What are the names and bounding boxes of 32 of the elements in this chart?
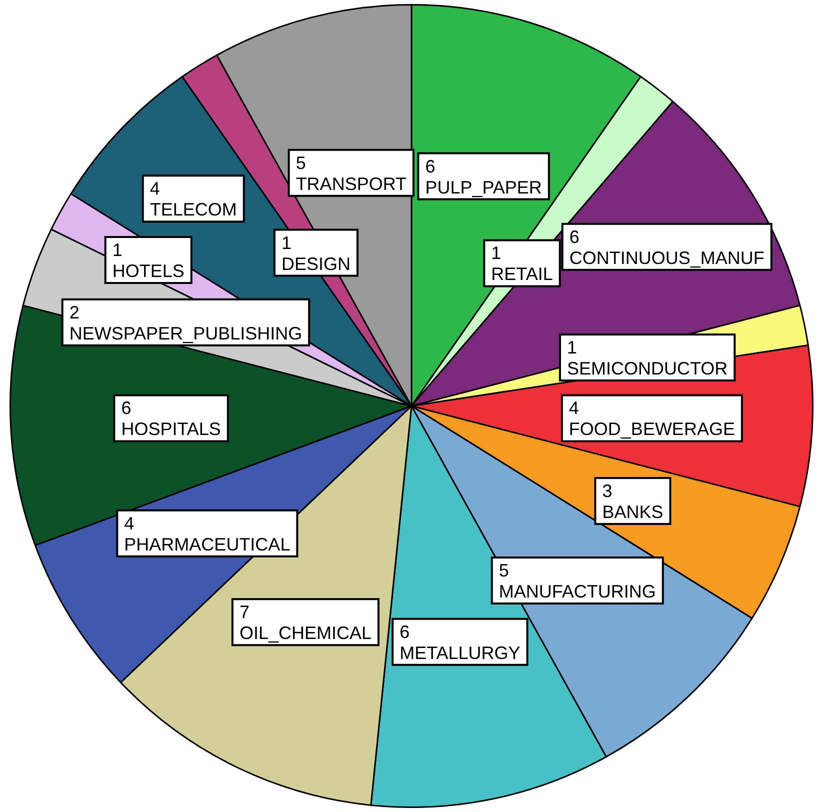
slice-label: BANKS xyxy=(602,502,664,522)
data-label: 1 xyxy=(491,243,502,264)
slice-label: CONTINUOUS_MANUF xyxy=(569,248,764,268)
data-label: 5 xyxy=(498,560,509,580)
data-label: 6 xyxy=(425,156,436,176)
data-label: 1 xyxy=(566,338,577,358)
slice-label: METALLURGY xyxy=(400,642,520,663)
slice-label: RETAIL xyxy=(491,264,553,284)
slice-label: OIL_CHEMICAL xyxy=(239,623,372,644)
data-label: 1 xyxy=(281,232,292,253)
slice-label: HOSPITALS xyxy=(121,419,221,440)
data-label: 2 xyxy=(69,302,80,322)
data-label: 5 xyxy=(296,152,306,173)
slice-label: NEWSPAPER_PUBLISHING xyxy=(69,323,302,344)
data-label: 6 xyxy=(121,398,132,418)
slice-label: SEMICONDUCTOR xyxy=(566,358,728,379)
data-label: 3 xyxy=(602,480,612,501)
slice-label: FOOD_BEWERAGE xyxy=(568,419,735,440)
slice-label: HOTELS xyxy=(112,260,184,281)
data-label: 7 xyxy=(239,602,250,622)
data-label: 4 xyxy=(150,178,160,199)
data-label: 1 xyxy=(112,240,122,260)
slice-label: DESIGN xyxy=(281,254,350,274)
slice-label: PULP_PAPER xyxy=(425,177,542,198)
data-label: 4 xyxy=(124,513,134,534)
data-label: 6 xyxy=(569,226,580,247)
slice-label: TRANSPORT xyxy=(296,174,407,194)
slice-label: PHARMACEUTICAL xyxy=(124,534,290,554)
slice-label: MANUFACTURING xyxy=(498,581,656,602)
data-label: 4 xyxy=(568,398,579,418)
slice-label: TELECOM xyxy=(150,200,237,220)
data-label: 6 xyxy=(400,622,410,642)
